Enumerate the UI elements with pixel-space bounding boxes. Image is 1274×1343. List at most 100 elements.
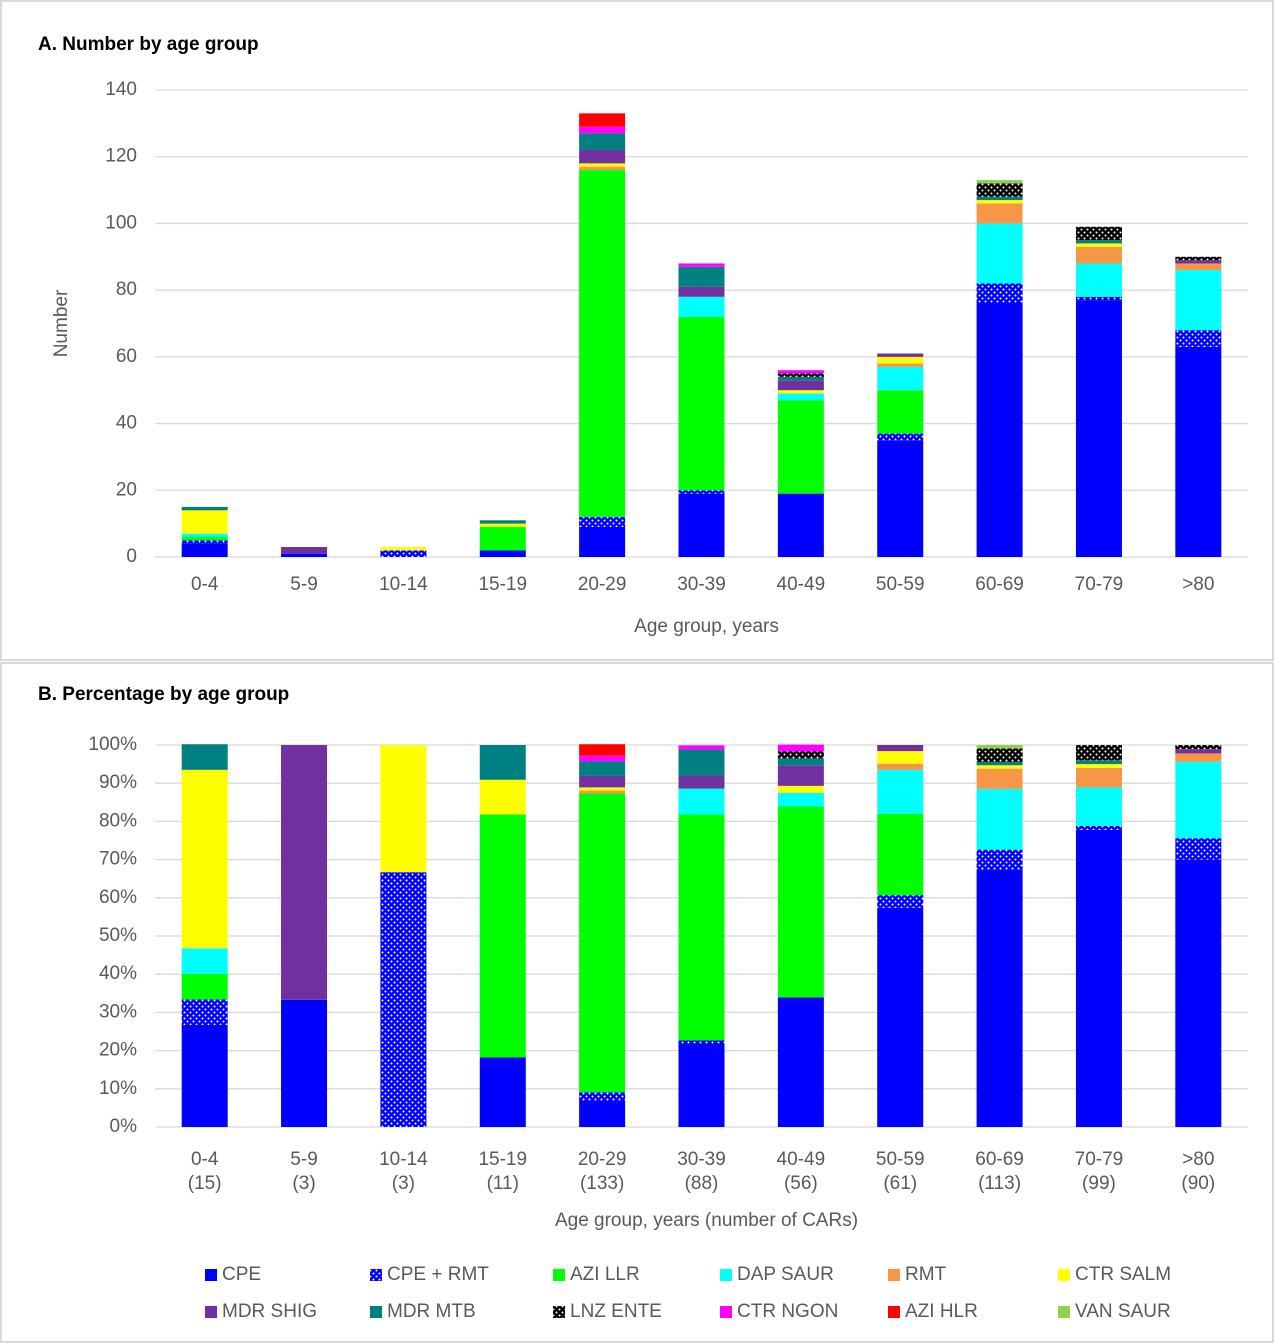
bar-segment (976, 761, 1023, 766)
y-tick-label: 20% (99, 1040, 137, 1061)
bar-segment (678, 1040, 725, 1045)
bar-segment (181, 973, 228, 1000)
bar-segment (1175, 270, 1222, 331)
bar-segment (1075, 745, 1122, 761)
bar-segment (1175, 330, 1222, 347)
legend-swatch (553, 1269, 565, 1281)
bar-segment (678, 788, 725, 815)
x-tick-label: (113) (978, 1173, 1021, 1194)
bar-segment (579, 790, 626, 794)
legend-label: MDR MTB (387, 1301, 476, 1322)
bar-segment (1075, 764, 1122, 768)
bar-segment (777, 997, 824, 1127)
bar-segment (777, 390, 824, 394)
x-tick-label: 70-79 (1075, 1149, 1124, 1170)
bar-segment (777, 373, 824, 377)
legend-label: CPE (222, 1264, 261, 1285)
bar-segment (579, 1101, 626, 1127)
bar-segment (579, 170, 626, 517)
bar-segment (777, 380, 824, 391)
bar-segment (976, 748, 1023, 762)
bar-segment (976, 196, 1023, 201)
x-tick-label: 30-39 (677, 1149, 726, 1170)
bar-segment (976, 200, 1023, 204)
bar-segment (777, 758, 824, 766)
bar-segment (976, 768, 1023, 789)
legend-label: LNZ ENTE (570, 1301, 662, 1322)
x-tick-label: 40-49 (777, 574, 826, 595)
x-tick-label: 20-29 (578, 574, 627, 595)
bar-segment (281, 999, 328, 1127)
bar-segment (877, 353, 924, 357)
bar-segment (181, 506, 228, 511)
bar-segment (1075, 760, 1122, 765)
bar-segment (181, 769, 228, 949)
y-tick-label: 70% (99, 849, 137, 870)
bar-segment (976, 303, 1023, 557)
bar-segment (1175, 260, 1222, 264)
x-tick-label: 15-19 (478, 574, 527, 595)
x-tick-label: >80 (1182, 1149, 1214, 1170)
x-tick-label: 70-79 (1075, 574, 1124, 595)
legend-swatch (720, 1306, 732, 1318)
x-tick-label: 20-29 (578, 1149, 627, 1170)
bar-segment (976, 180, 1023, 184)
bar-segment (877, 745, 924, 752)
x-tick-label: (90) (1181, 1173, 1215, 1194)
bar-segment (777, 765, 824, 786)
legend-swatch (888, 1306, 900, 1318)
x-tick-label: 60-69 (975, 1149, 1024, 1170)
bar-segment (678, 296, 725, 317)
x-tick-label: 50-59 (876, 1149, 925, 1170)
bar-segment (181, 536, 228, 541)
bar-segment (380, 546, 427, 551)
bar-segment (877, 769, 924, 814)
bar-segment (579, 150, 626, 164)
bar-segment (877, 433, 924, 441)
y-tick-label: 40% (99, 963, 137, 984)
x-tick-label: 60-69 (975, 574, 1024, 595)
bar-segment (777, 792, 824, 807)
bar-segment (877, 440, 924, 557)
bar-segment (579, 166, 626, 171)
bar-segment (976, 745, 1023, 749)
bar-segment (1175, 256, 1222, 261)
y-tick-label: 40 (116, 413, 137, 434)
bar-segment (579, 126, 626, 134)
bar-segment (777, 400, 824, 494)
bar-segment (678, 1044, 725, 1127)
bar-segment (877, 907, 924, 1127)
bar-segment (976, 849, 1023, 870)
x-axis-title: Age group, years (number of CARs) (555, 1210, 858, 1231)
x-tick-label: (11) (487, 1173, 519, 1194)
bar-segment (976, 283, 1023, 304)
bar-segment (1175, 749, 1222, 754)
x-tick-label: (61) (883, 1173, 917, 1194)
bar-segment (877, 751, 924, 764)
bar-segment (579, 761, 626, 776)
bar-segment (976, 869, 1023, 1127)
bar-segment (579, 775, 626, 788)
x-tick-label: 0-4 (191, 574, 219, 595)
bar-segment (181, 540, 228, 544)
legend-swatch (553, 1306, 565, 1318)
bar-segment (181, 744, 228, 770)
y-tick-label: 60 (116, 346, 137, 367)
bar-segment (877, 363, 924, 367)
x-tick-label: 40-49 (777, 1149, 826, 1170)
legend-label: CTR SALM (1075, 1264, 1171, 1285)
bar-segment (479, 814, 526, 1058)
bar-segment (976, 183, 1023, 197)
bar-segment (579, 163, 626, 167)
bar-segment (479, 779, 526, 815)
x-tick-label: (133) (580, 1173, 624, 1194)
bar-segment (579, 755, 626, 762)
bar-segment (678, 316, 725, 491)
bar-segment (777, 751, 824, 759)
bar-segment (281, 546, 328, 554)
bar-segment (579, 1092, 626, 1102)
legend-swatch (370, 1306, 382, 1318)
bar-segment (579, 133, 626, 151)
bar-segment (678, 493, 725, 557)
bar-segment (579, 113, 626, 127)
